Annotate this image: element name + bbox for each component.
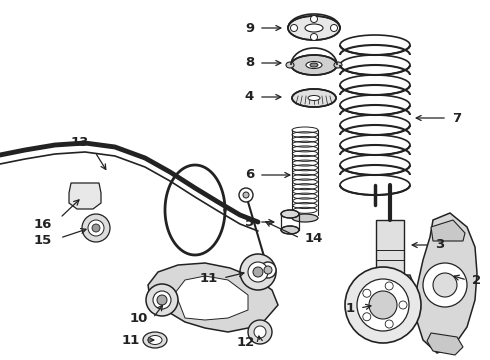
Text: 9: 9 [245, 22, 254, 35]
Ellipse shape [286, 62, 294, 68]
Ellipse shape [334, 62, 342, 68]
Text: 15: 15 [34, 234, 52, 247]
Text: 11: 11 [122, 333, 140, 346]
Ellipse shape [281, 226, 299, 234]
Circle shape [243, 192, 249, 198]
Text: 12: 12 [237, 336, 255, 348]
Circle shape [311, 15, 318, 22]
Circle shape [240, 254, 276, 290]
Ellipse shape [292, 89, 336, 107]
Text: 11: 11 [200, 271, 218, 284]
Circle shape [433, 273, 457, 297]
Ellipse shape [310, 63, 318, 67]
Circle shape [385, 282, 393, 290]
Ellipse shape [308, 95, 320, 100]
Circle shape [291, 24, 297, 31]
Text: 3: 3 [435, 238, 444, 252]
Circle shape [260, 262, 276, 278]
Circle shape [92, 224, 100, 232]
Text: 2: 2 [472, 274, 481, 287]
Ellipse shape [306, 62, 322, 68]
Circle shape [311, 33, 318, 40]
Polygon shape [431, 220, 465, 241]
Bar [376, 220, 404, 275]
Circle shape [248, 262, 268, 282]
Polygon shape [175, 276, 248, 320]
Text: 5: 5 [245, 216, 254, 229]
Ellipse shape [291, 55, 337, 75]
Polygon shape [427, 333, 463, 355]
Circle shape [146, 284, 178, 316]
Text: 13: 13 [71, 135, 89, 148]
Text: 1: 1 [346, 302, 355, 315]
Polygon shape [148, 263, 278, 332]
Text: 10: 10 [130, 311, 148, 324]
Circle shape [88, 220, 104, 236]
Polygon shape [415, 213, 477, 353]
Circle shape [369, 291, 397, 319]
Circle shape [330, 24, 338, 31]
Text: 14: 14 [305, 231, 323, 244]
Text: 6: 6 [245, 168, 254, 181]
Text: 16: 16 [34, 219, 52, 231]
Circle shape [157, 295, 167, 305]
Text: 4: 4 [245, 90, 254, 104]
Polygon shape [69, 183, 101, 209]
Circle shape [153, 291, 171, 309]
Circle shape [357, 279, 409, 331]
Circle shape [264, 266, 272, 274]
Polygon shape [362, 275, 418, 310]
Circle shape [423, 263, 467, 307]
Text: 8: 8 [245, 57, 254, 69]
Circle shape [363, 289, 371, 297]
Text: 7: 7 [452, 112, 461, 125]
Circle shape [253, 267, 263, 277]
Circle shape [385, 320, 393, 328]
Ellipse shape [288, 16, 340, 40]
Circle shape [254, 326, 266, 338]
Circle shape [82, 214, 110, 242]
Ellipse shape [292, 214, 318, 222]
Circle shape [345, 267, 421, 343]
Circle shape [399, 301, 407, 309]
Circle shape [239, 188, 253, 202]
Circle shape [248, 320, 272, 344]
Ellipse shape [143, 332, 167, 348]
Circle shape [363, 313, 371, 321]
Ellipse shape [281, 210, 299, 218]
Ellipse shape [148, 336, 162, 345]
Ellipse shape [305, 24, 323, 32]
